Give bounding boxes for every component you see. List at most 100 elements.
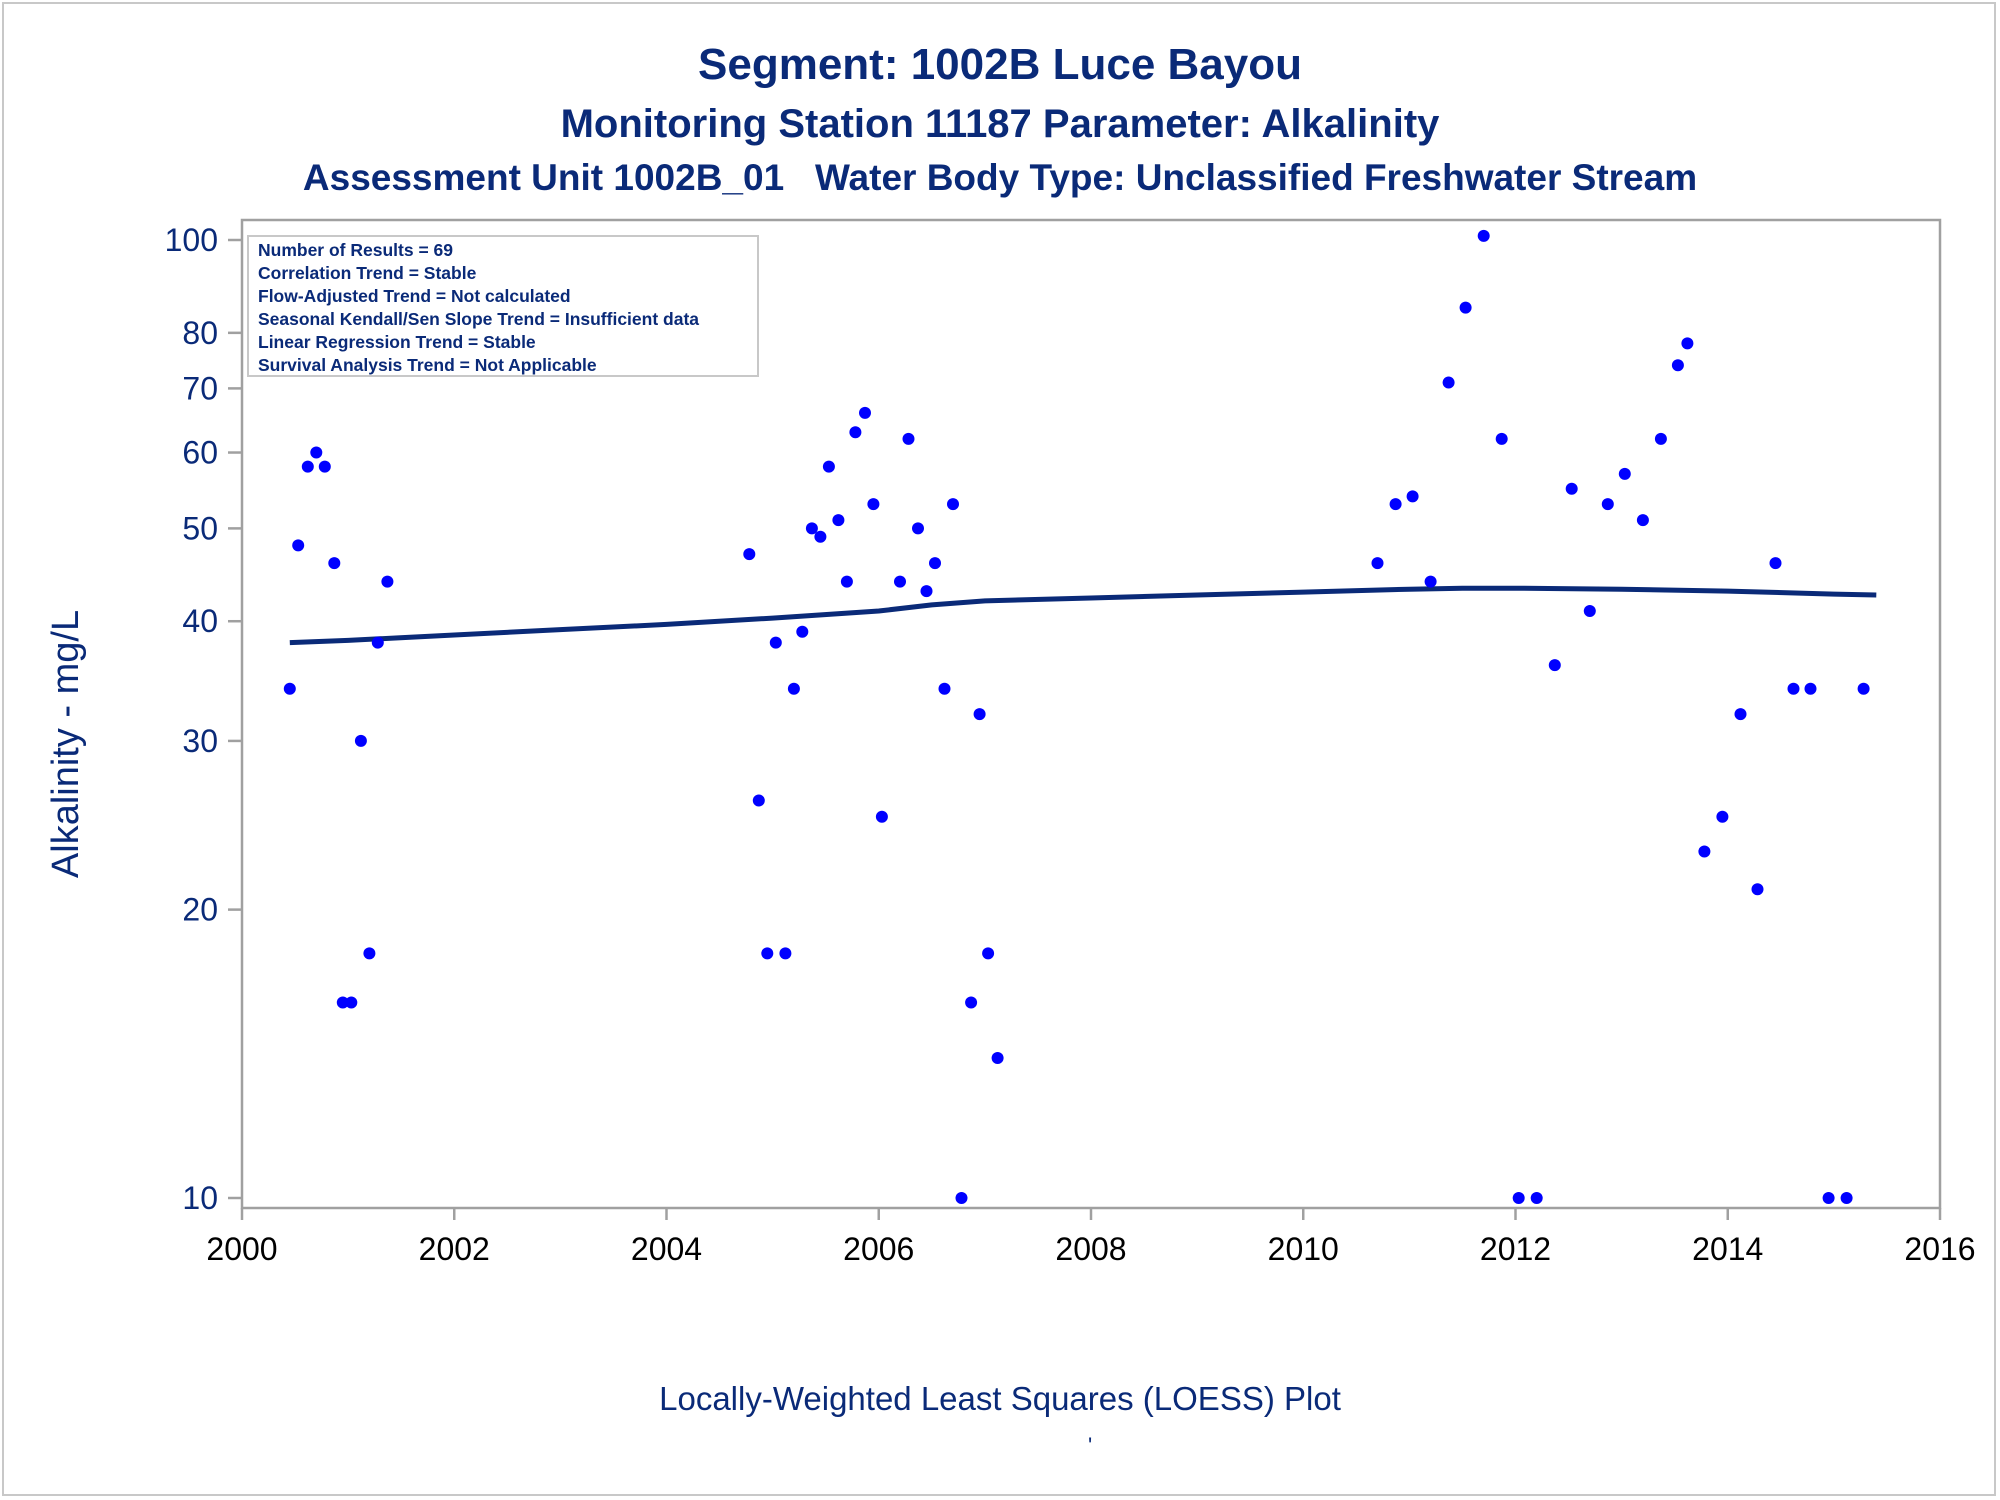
- data-point: [991, 1052, 1004, 1064]
- x-tick-label: 2012: [1480, 1231, 1551, 1267]
- assessment-unit-label: Assessment Unit 1002B_01: [302, 157, 785, 198]
- data-point: [955, 1192, 968, 1204]
- stats-box-border: [247, 235, 759, 377]
- data-point: [1751, 883, 1764, 896]
- data-point: [849, 426, 862, 439]
- data-point: [345, 996, 358, 1009]
- data-point: [1548, 659, 1561, 672]
- data-point: [761, 947, 774, 960]
- data-point: [1530, 1192, 1543, 1204]
- data-point: [965, 996, 978, 1009]
- axes: 2000 2002 2004 2006 2008 2010 2012 2014 2016 10 20…: [45, 218, 1976, 1267]
- chart-subtitle-secondary: Assessment Unit 1002B_01 Water Body Type…: [0, 157, 2000, 199]
- data-point: [1389, 498, 1402, 511]
- data-point: [1406, 490, 1419, 503]
- data-point: [752, 794, 765, 807]
- data-point: [796, 625, 809, 638]
- data-point: [1442, 376, 1455, 389]
- data-point: [1477, 229, 1490, 242]
- x-tick-label: 2006: [843, 1231, 914, 1267]
- data-point: [1734, 708, 1747, 721]
- loess-line: [289, 585, 1877, 646]
- data-point: [381, 575, 394, 588]
- data-point: [805, 522, 818, 535]
- data-point: [1787, 682, 1800, 695]
- data-point: [1654, 432, 1667, 445]
- data-point: [1716, 810, 1729, 823]
- x-tick-label: 2016: [1904, 1231, 1975, 1267]
- data-point: [867, 498, 880, 511]
- x-tick-label: 2010: [1268, 1231, 1339, 1267]
- data-point: [743, 548, 756, 561]
- y-tick-label: 20: [182, 892, 218, 928]
- water-body-type-label: Water Body Type: Unclassified Freshwater…: [815, 157, 1698, 198]
- data-point: [902, 432, 915, 445]
- data-point: [1840, 1192, 1853, 1204]
- data-point: [938, 682, 951, 695]
- y-tick-label: 60: [182, 435, 218, 471]
- data-point: [310, 446, 323, 459]
- data-point: [1424, 575, 1437, 588]
- stats-line: Correlation Trend = Stable: [258, 263, 477, 283]
- data-point: [1459, 301, 1472, 314]
- y-tick-label: 30: [182, 723, 218, 759]
- data-point: [929, 557, 941, 570]
- data-point: [363, 947, 376, 960]
- data-point: [822, 460, 835, 473]
- data-point: [1804, 682, 1817, 695]
- data-point: [1636, 514, 1649, 527]
- data-point: [301, 460, 314, 473]
- data-point: [769, 636, 782, 649]
- data-point: [779, 947, 792, 960]
- y-tick-label: 40: [182, 603, 218, 639]
- data-point: [318, 460, 331, 473]
- x-tick-label: 2002: [419, 1231, 490, 1267]
- data-point: [814, 530, 827, 543]
- data-point: [292, 539, 305, 552]
- data-point: [840, 575, 853, 588]
- data-point: [354, 734, 367, 747]
- stats-box: Number of Results = 69 Correlation Trend …: [247, 235, 759, 377]
- y-tick-label: 10: [182, 1180, 218, 1216]
- chart-subtitle: Monitoring Station 11187 Parameter: Alka…: [560, 102, 1440, 146]
- stats-line: Number of Results = 69: [258, 240, 453, 260]
- data-point: [1495, 432, 1508, 445]
- data-point: [947, 498, 959, 511]
- x-tick-label: 2000: [206, 1231, 277, 1267]
- data-point: [912, 522, 924, 535]
- data-point: [1769, 557, 1782, 570]
- data-point: [973, 708, 986, 721]
- data-point: [1565, 482, 1578, 495]
- data-point: [832, 514, 845, 527]
- x-tick-label: 2014: [1692, 1231, 1763, 1267]
- data-point: [1512, 1192, 1525, 1204]
- data-point: [1601, 498, 1614, 511]
- data-point: [1618, 467, 1631, 480]
- data-point: [283, 682, 296, 695]
- data-point: [894, 575, 906, 588]
- y-tick-label: 50: [182, 510, 218, 546]
- data-point: [1681, 337, 1694, 350]
- data-point: [787, 682, 800, 695]
- y-tick-label: 80: [182, 315, 218, 351]
- stats-line: Survival Analysis Trend = Not Applicable: [258, 355, 597, 375]
- data-point: [1857, 682, 1870, 695]
- chart-title: Segment: 1002B Luce Bayou: [698, 40, 1302, 89]
- data-point: [920, 585, 933, 598]
- data-point: [328, 557, 341, 570]
- stats-line: Seasonal Kendall/Sen Slope Trend = Insuf…: [258, 309, 699, 329]
- x-tick-label: 2008: [1055, 1231, 1126, 1267]
- data-point: [1583, 605, 1596, 617]
- data-point: [859, 406, 871, 419]
- loess-curve: [289, 585, 1877, 646]
- data-point: [1698, 845, 1711, 858]
- footnote-mark: ': [1088, 1433, 1093, 1458]
- data-point: [1371, 557, 1384, 570]
- data-point: [1671, 359, 1684, 372]
- data-point: [875, 810, 888, 823]
- stats-line: Flow-Adjusted Trend = Not calculated: [258, 286, 571, 306]
- data-point: [1822, 1192, 1835, 1204]
- data-point: [982, 947, 995, 960]
